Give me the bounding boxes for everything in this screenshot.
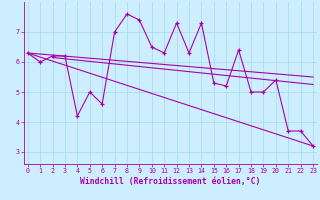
X-axis label: Windchill (Refroidissement éolien,°C): Windchill (Refroidissement éolien,°C) — [80, 177, 260, 186]
